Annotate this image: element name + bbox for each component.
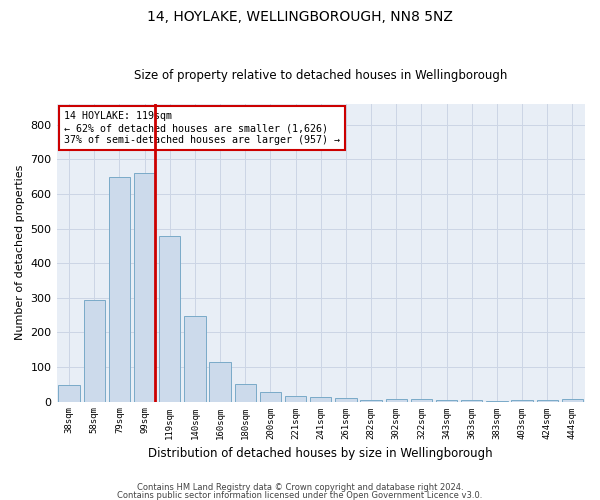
X-axis label: Distribution of detached houses by size in Wellingborough: Distribution of detached houses by size …	[148, 447, 493, 460]
Bar	[109, 178, 130, 402]
Text: 14, HOYLAKE, WELLINGBOROUGH, NN8 5NZ: 14, HOYLAKE, WELLINGBOROUGH, NN8 5NZ	[147, 10, 453, 24]
Bar	[310, 397, 331, 402]
Bar	[58, 385, 80, 402]
Bar	[209, 362, 231, 402]
Bar	[461, 400, 482, 402]
Bar	[184, 316, 206, 402]
Bar	[134, 173, 155, 402]
Bar	[335, 398, 356, 402]
Text: Contains HM Land Registry data © Crown copyright and database right 2024.: Contains HM Land Registry data © Crown c…	[137, 484, 463, 492]
Bar	[260, 392, 281, 402]
Bar	[486, 400, 508, 402]
Bar	[411, 399, 432, 402]
Title: Size of property relative to detached houses in Wellingborough: Size of property relative to detached ho…	[134, 69, 508, 82]
Y-axis label: Number of detached properties: Number of detached properties	[15, 165, 25, 340]
Bar	[511, 400, 533, 402]
Text: 14 HOYLAKE: 119sqm
← 62% of detached houses are smaller (1,626)
37% of semi-deta: 14 HOYLAKE: 119sqm ← 62% of detached hou…	[64, 112, 340, 144]
Bar	[361, 400, 382, 402]
Bar	[436, 400, 457, 402]
Bar	[83, 300, 105, 402]
Bar	[159, 236, 181, 402]
Bar	[536, 400, 558, 402]
Bar	[562, 399, 583, 402]
Text: Contains public sector information licensed under the Open Government Licence v3: Contains public sector information licen…	[118, 491, 482, 500]
Bar	[386, 399, 407, 402]
Bar	[285, 396, 307, 402]
Bar	[235, 384, 256, 402]
